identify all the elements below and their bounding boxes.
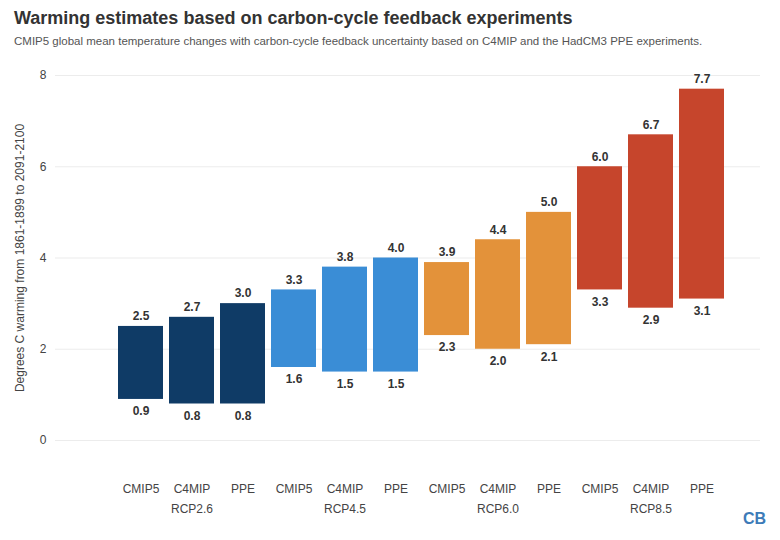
html-text:CB: CB — [742, 510, 766, 527]
svg-text:2.0: 2.0 — [490, 354, 507, 368]
svg-text:4.0: 4.0 — [388, 241, 405, 255]
svg-text:0.8: 0.8 — [184, 409, 201, 423]
svg-text:3.3: 3.3 — [286, 273, 303, 287]
svg-text:3.8: 3.8 — [337, 250, 354, 264]
svg-text:6: 6 — [40, 160, 47, 174]
svg-text:RCP6.0: RCP6.0 — [477, 502, 519, 516]
svg-text:CMIP5: CMIP5 — [276, 482, 313, 496]
svg-text:3.3: 3.3 — [592, 295, 609, 309]
svg-text:C4MIP: C4MIP — [480, 482, 517, 496]
svg-text:0.8: 0.8 — [235, 409, 252, 423]
svg-text:2.5: 2.5 — [133, 309, 150, 323]
svg-text:1.5: 1.5 — [388, 377, 405, 391]
svg-text:0: 0 — [40, 433, 47, 447]
svg-text:4.4: 4.4 — [490, 223, 507, 237]
svg-text:PPE: PPE — [537, 482, 561, 496]
html-text:CMIP5 global mean temperature: CMIP5 global mean temperature changes wi… — [14, 35, 703, 47]
svg-text:2.9: 2.9 — [643, 313, 660, 327]
svg-text:PPE: PPE — [690, 482, 714, 496]
svg-text:5.0: 5.0 — [541, 195, 558, 209]
svg-text:PPE: PPE — [231, 482, 255, 496]
svg-text:0.9: 0.9 — [133, 404, 150, 418]
svg-text:CMIP5: CMIP5 — [429, 482, 466, 496]
svg-text:1.6: 1.6 — [286, 372, 303, 386]
svg-text:2.1: 2.1 — [541, 350, 558, 364]
svg-text:7.7: 7.7 — [694, 72, 711, 86]
svg-text:RCP4.5: RCP4.5 — [324, 502, 366, 516]
svg-text:4: 4 — [40, 251, 47, 265]
svg-text:PPE: PPE — [384, 482, 408, 496]
svg-text:C4MIP: C4MIP — [327, 482, 364, 496]
svg-text:2.7: 2.7 — [184, 300, 201, 314]
svg-text:C4MIP: C4MIP — [174, 482, 211, 496]
svg-text:3.0: 3.0 — [235, 286, 252, 300]
svg-text:RCP2.6: RCP2.6 — [171, 502, 213, 516]
svg-text:Degrees C warming from 1861-18: Degrees C warming from 1861-1899 to 2091… — [13, 124, 27, 392]
html-text:Warming estimates based on car: Warming estimates based on carbon-cycle … — [14, 8, 573, 28]
svg-text:CMIP5: CMIP5 — [582, 482, 619, 496]
svg-text:8: 8 — [40, 68, 47, 82]
svg-text:6.0: 6.0 — [592, 150, 609, 164]
svg-text:C4MIP: C4MIP — [633, 482, 670, 496]
svg-text:CMIP5: CMIP5 — [123, 482, 160, 496]
svg-text:1.5: 1.5 — [337, 377, 354, 391]
svg-text:3.1: 3.1 — [694, 304, 711, 318]
svg-text:2: 2 — [40, 342, 47, 356]
svg-text:3.9: 3.9 — [439, 245, 456, 259]
svg-text:2.3: 2.3 — [439, 340, 456, 354]
svg-text:RCP8.5: RCP8.5 — [630, 502, 672, 516]
svg-text:6.7: 6.7 — [643, 118, 660, 132]
